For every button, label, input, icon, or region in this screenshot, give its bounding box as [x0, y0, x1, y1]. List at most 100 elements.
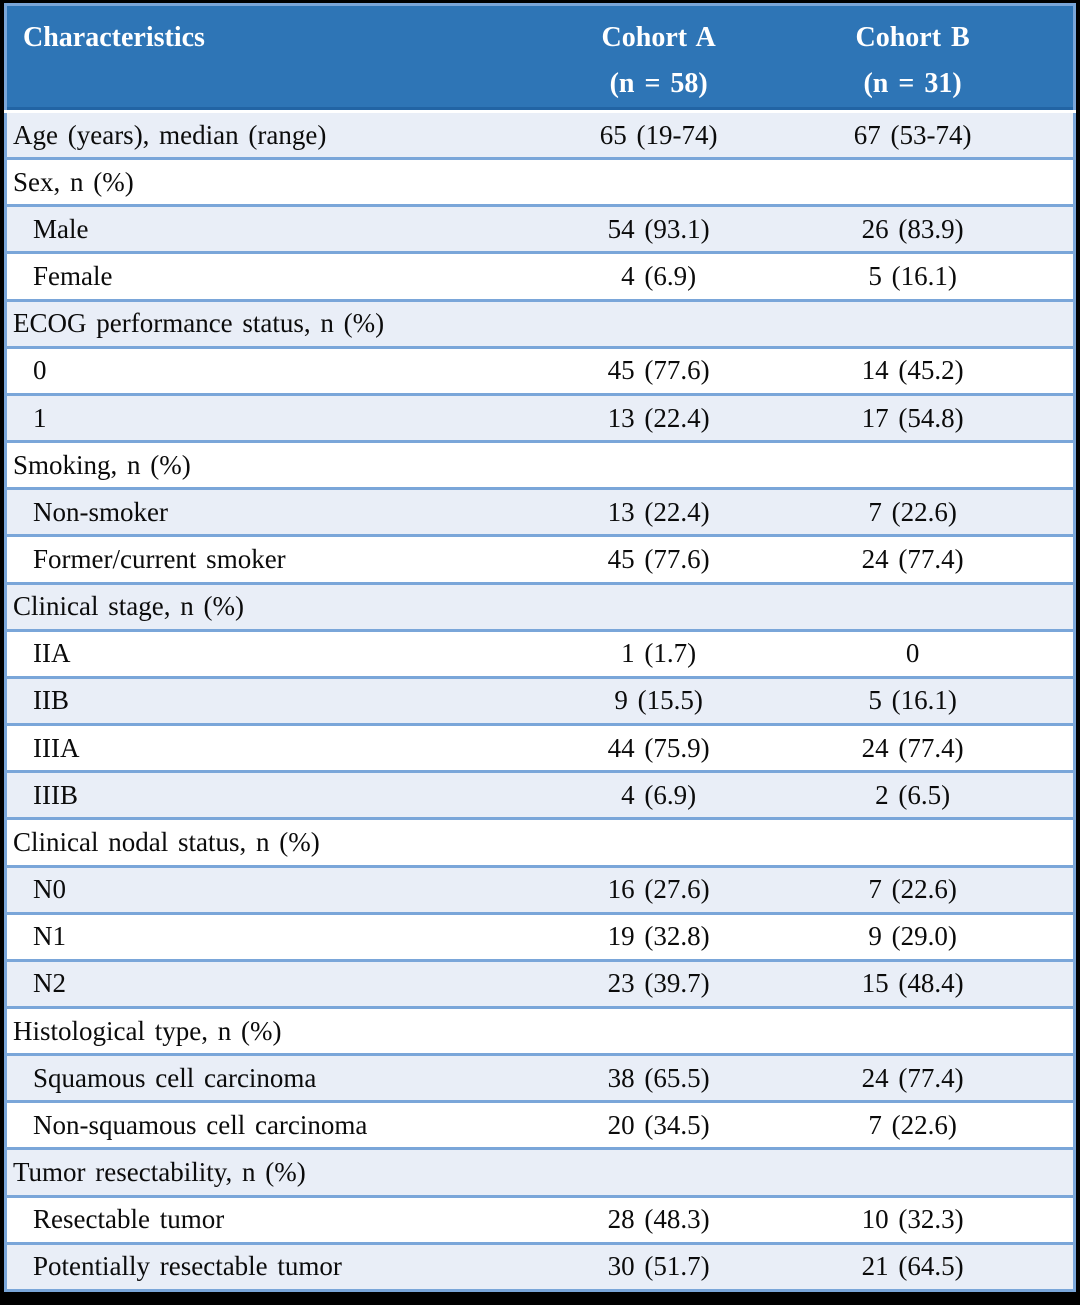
cohort-a-value: 9 (15.5)	[542, 677, 776, 727]
table-row: Clinical stage, n (%)	[5, 583, 1075, 632]
cohort-b-value	[775, 158, 1075, 208]
cohort-b-value: 10 (32.3)	[775, 1196, 1075, 1245]
cohort-b-sample-size: (n = 31)	[863, 68, 962, 99]
cohort-b-value	[775, 818, 1075, 868]
row-label-category: ECOG performance status, n (%)	[5, 300, 543, 349]
cohort-b-value: 24 (77.4)	[775, 1054, 1075, 1104]
table-body: Age (years), median (range) 65 (19-74) 67 …	[5, 111, 1075, 1293]
cohort-b-value: 7 (22.6)	[775, 866, 1075, 915]
cohort-a-value	[542, 158, 776, 208]
column-header-characteristics: Characteristics	[5, 4, 543, 113]
row-label-category: Clinical nodal status, n (%)	[5, 818, 543, 868]
header-row: Characteristics Cohort A (n = 58) Cohort…	[5, 4, 1075, 113]
cohort-b-value: 5 (16.1)	[775, 252, 1075, 302]
table-row: Resectable tumor 28 (48.3) 10 (32.3)	[5, 1196, 1075, 1245]
table-row: IIB 9 (15.5) 5 (16.1)	[5, 677, 1075, 727]
row-label-subitem: 0	[5, 347, 543, 396]
table-row: Non-smoker 13 (22.4) 7 (22.6)	[5, 488, 1075, 538]
row-label-subitem: N1	[5, 913, 543, 962]
patient-characteristics-table: Characteristics Cohort A (n = 58) Cohort…	[4, 3, 1076, 1293]
cohort-a-value	[542, 1007, 776, 1057]
row-label-category: Age (years), median (range)	[5, 111, 543, 161]
table-row: Potentially resectable tumor 30 (51.7) 21 …	[5, 1243, 1075, 1293]
table-row: N0 16 (27.6) 7 (22.6)	[5, 866, 1075, 915]
cohort-a-value: 4 (6.9)	[542, 252, 776, 302]
cohort-b-value: 24 (77.4)	[775, 535, 1075, 585]
cohort-a-title: Cohort A	[601, 22, 716, 53]
row-label-subitem: IIIB	[5, 771, 543, 821]
cohort-b-value: 14 (45.2)	[775, 347, 1075, 396]
table-row: Male 54 (93.1) 26 (83.9)	[5, 205, 1075, 255]
cohort-a-value: 4 (6.9)	[542, 771, 776, 821]
table-row: Tumor resectability, n (%)	[5, 1148, 1075, 1198]
cohort-b-value: 67 (53-74)	[775, 111, 1075, 161]
row-label-subitem: Squamous cell carcinoma	[5, 1054, 543, 1104]
cohort-b-value	[775, 583, 1075, 632]
cohort-a-value: 16 (27.6)	[542, 866, 776, 915]
characteristics-header-label: Characteristics	[23, 22, 205, 53]
table-row: Non-squamous cell carcinoma 20 (34.5) 7 (2…	[5, 1101, 1075, 1151]
table-row: Histological type, n (%)	[5, 1007, 1075, 1057]
cohort-a-value: 44 (75.9)	[542, 724, 776, 774]
table-row: Smoking, n (%)	[5, 441, 1075, 491]
row-label-subitem: Former/current smoker	[5, 535, 543, 585]
cohort-a-value	[542, 441, 776, 491]
row-label-subitem: Potentially resectable tumor	[5, 1243, 543, 1293]
column-header-cohort-b: Cohort B (n = 31)	[775, 4, 1075, 113]
row-label-category: Histological type, n (%)	[5, 1007, 543, 1057]
table-row: Female 4 (6.9) 5 (16.1)	[5, 252, 1075, 302]
cohort-b-value	[775, 1148, 1075, 1198]
table-row: Squamous cell carcinoma 38 (65.5) 24 (77.4…	[5, 1054, 1075, 1104]
cohort-b-value: 7 (22.6)	[775, 488, 1075, 538]
row-label-subitem: Non-smoker	[5, 488, 543, 538]
cohort-b-value: 24 (77.4)	[775, 724, 1075, 774]
row-label-subitem: IIA	[5, 630, 543, 679]
row-label-subitem: 1	[5, 394, 543, 444]
cohort-a-value	[542, 818, 776, 868]
cohort-b-value	[775, 1007, 1075, 1057]
cohort-a-value: 65 (19-74)	[542, 111, 776, 161]
cohort-b-value	[775, 441, 1075, 491]
cohort-b-value: 21 (64.5)	[775, 1243, 1075, 1293]
cohort-b-value: 9 (29.0)	[775, 913, 1075, 962]
row-label-subitem: Non-squamous cell carcinoma	[5, 1101, 543, 1151]
cohort-a-value: 19 (32.8)	[542, 913, 776, 962]
row-label-category: Clinical stage, n (%)	[5, 583, 543, 632]
cohort-a-value: 54 (93.1)	[542, 205, 776, 255]
cohort-b-value: 0	[775, 630, 1075, 679]
row-label-subitem: IIB	[5, 677, 543, 727]
cohort-a-value: 38 (65.5)	[542, 1054, 776, 1104]
cohort-a-value: 23 (39.7)	[542, 960, 776, 1009]
cohort-b-value: 26 (83.9)	[775, 205, 1075, 255]
row-label-subitem: Female	[5, 252, 543, 302]
cohort-a-sample-size: (n = 58)	[609, 68, 708, 99]
cohort-a-value: 13 (22.4)	[542, 488, 776, 538]
cohort-a-value	[542, 300, 776, 349]
table-row: N1 19 (32.8) 9 (29.0)	[5, 913, 1075, 962]
table-row: 1 13 (22.4) 17 (54.8)	[5, 394, 1075, 444]
cohort-b-value: 7 (22.6)	[775, 1101, 1075, 1151]
cohort-b-value: 2 (6.5)	[775, 771, 1075, 821]
cohort-b-title: Cohort B	[855, 22, 970, 53]
table-row: Age (years), median (range) 65 (19-74) 67 …	[5, 111, 1075, 161]
cohort-a-value	[542, 583, 776, 632]
row-label-subitem: IIIA	[5, 724, 543, 774]
cohort-a-value: 45 (77.6)	[542, 535, 776, 585]
cohort-a-value: 13 (22.4)	[542, 394, 776, 444]
row-label-subitem: N0	[5, 866, 543, 915]
column-header-cohort-a: Cohort A (n = 58)	[542, 4, 776, 113]
table-row: N2 23 (39.7) 15 (48.4)	[5, 960, 1075, 1009]
table-row: Former/current smoker 45 (77.6) 24 (77.4)	[5, 535, 1075, 585]
table-row: 0 45 (77.6) 14 (45.2)	[5, 347, 1075, 396]
table-row: IIA 1 (1.7) 0	[5, 630, 1075, 679]
cohort-a-value	[542, 1148, 776, 1198]
table-header: Characteristics Cohort A (n = 58) Cohort…	[5, 4, 1075, 113]
table-row: IIIA 44 (75.9) 24 (77.4)	[5, 724, 1075, 774]
row-label-category: Smoking, n (%)	[5, 441, 543, 491]
cohort-b-value	[775, 300, 1075, 349]
cohort-a-value: 45 (77.6)	[542, 347, 776, 396]
cohort-b-value: 17 (54.8)	[775, 394, 1075, 444]
cohort-a-value: 28 (48.3)	[542, 1196, 776, 1245]
table-row: ECOG performance status, n (%)	[5, 300, 1075, 349]
row-label-category: Sex, n (%)	[5, 158, 543, 208]
